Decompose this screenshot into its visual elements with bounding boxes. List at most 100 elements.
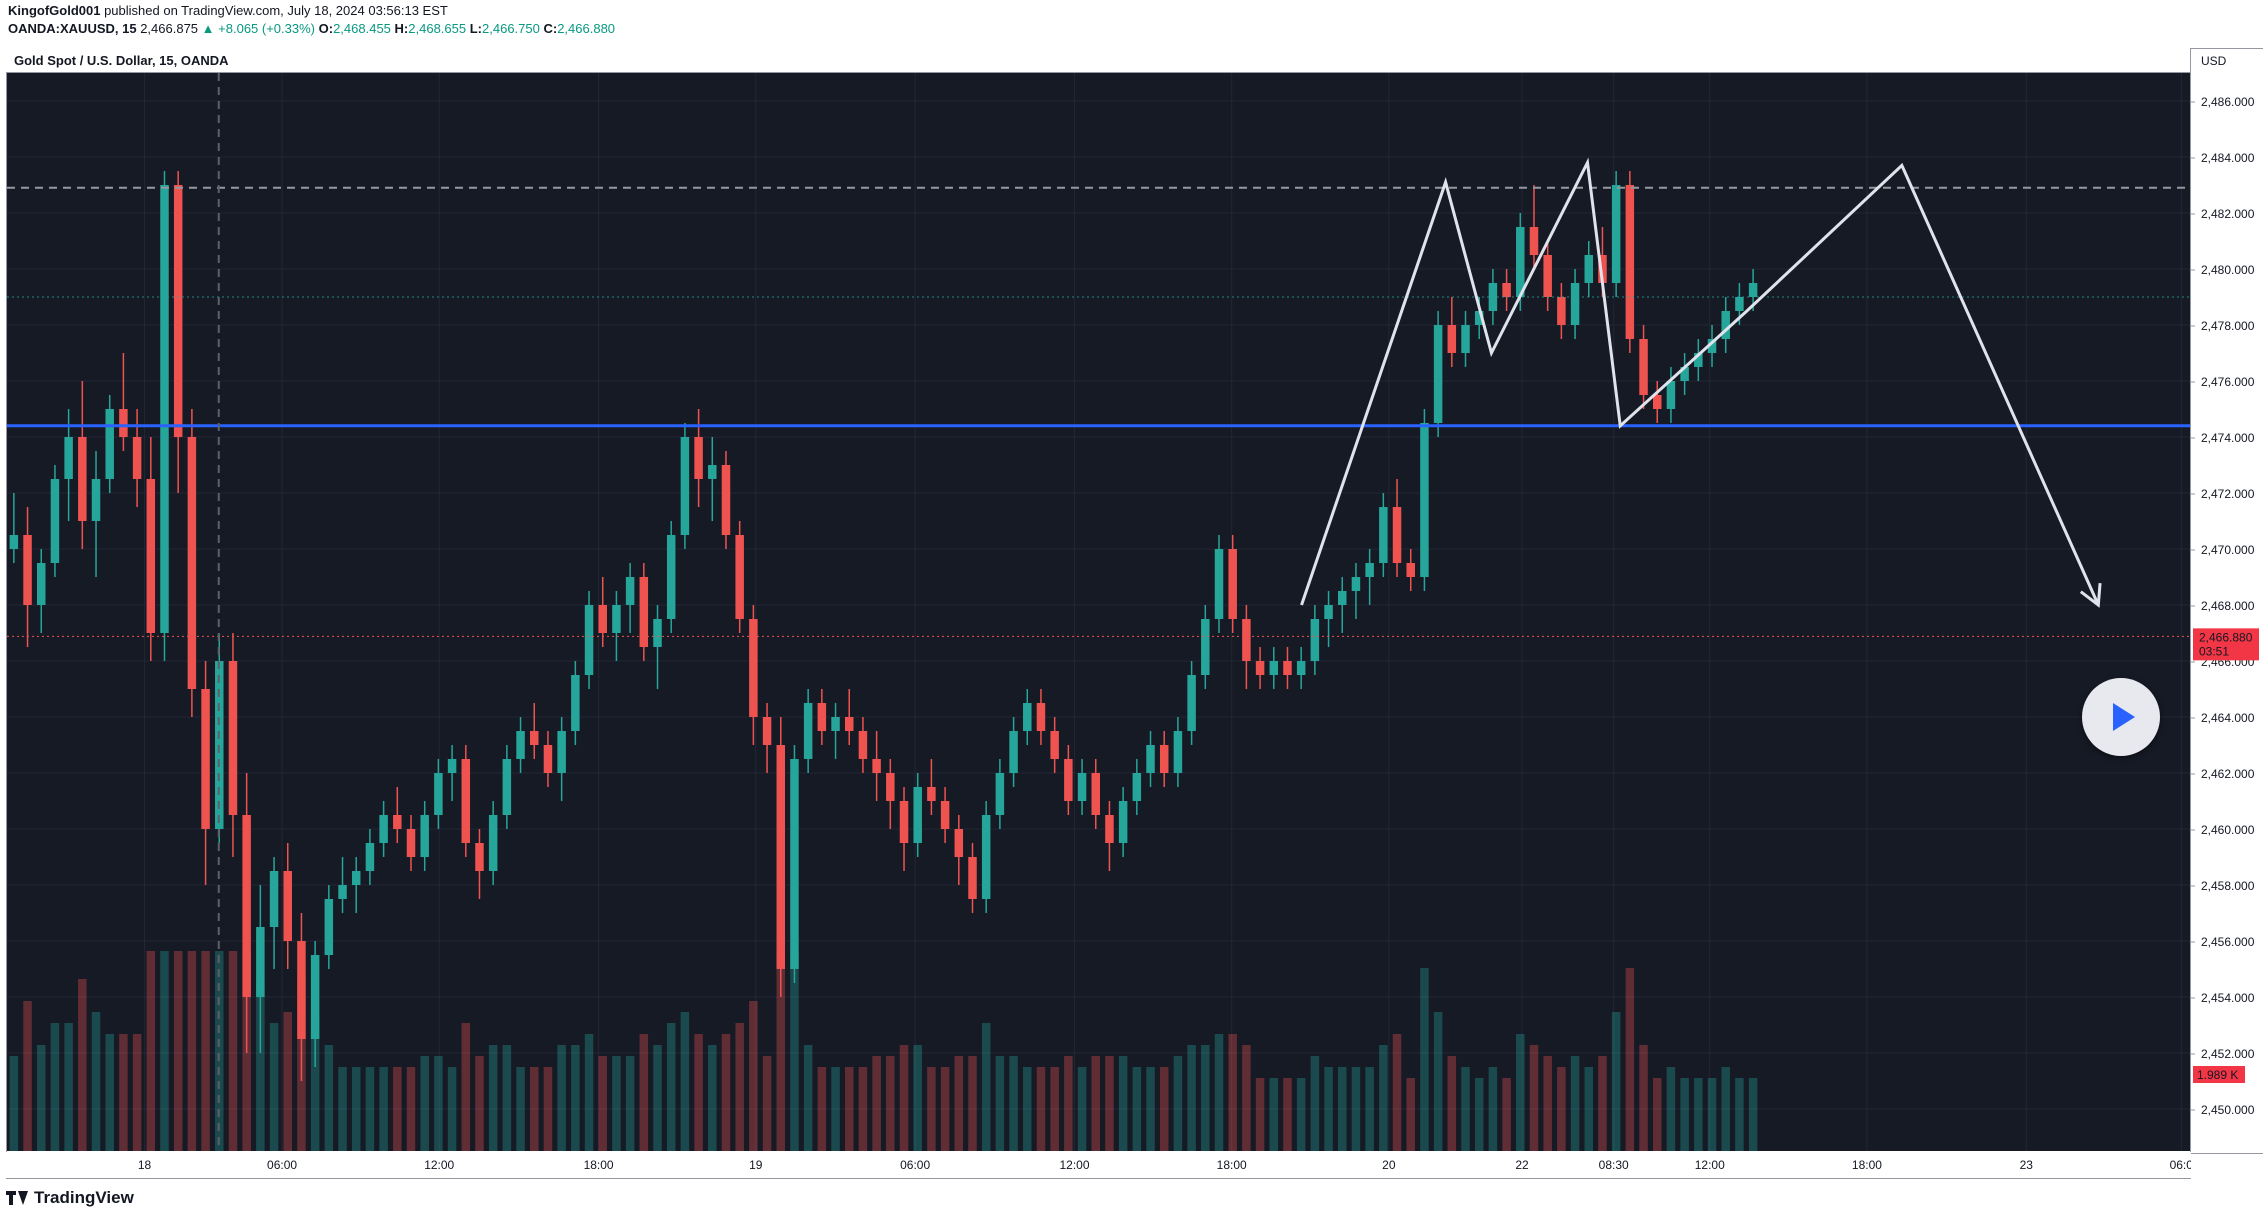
candle: [735, 535, 744, 619]
candle: [721, 465, 731, 535]
candle: [201, 689, 210, 829]
volume-bar: [639, 1034, 649, 1151]
volume-bar: [324, 1045, 334, 1151]
plot-area[interactable]: [7, 73, 2190, 1151]
volume-bar: [981, 1023, 991, 1151]
volume-bar: [1173, 1056, 1183, 1151]
time-tick-label: 18: [138, 1158, 152, 1172]
volume-bar: [119, 1034, 128, 1151]
volume-badge: [2193, 1066, 2245, 1083]
price-axis[interactable]: USD 2,486.000 2,484.000 2,482.000 2,480.000 2…: [2191, 49, 2263, 1153]
candle: [639, 577, 649, 647]
open-label: O:: [318, 21, 334, 36]
volume-bar: [612, 1056, 621, 1151]
candle: [1598, 255, 1607, 283]
candle: [365, 843, 375, 871]
volume-bar: [1652, 1078, 1662, 1151]
candle: [420, 815, 429, 857]
volume-bar: [1392, 1034, 1402, 1151]
price-tick-label: 2,476.000: [2201, 375, 2255, 389]
volume-bar: [1447, 1056, 1457, 1151]
pane-symbol-title[interactable]: Gold Spot / U.S. Dollar, 15, OANDA: [14, 53, 229, 68]
volume-bar: [817, 1067, 827, 1151]
volume-bar: [132, 1034, 142, 1151]
volume-bar: [995, 1056, 1005, 1151]
play-button[interactable]: [2082, 678, 2160, 756]
candle: [105, 409, 114, 479]
time-axis[interactable]: 18 06:00 12:00 18:00 19 06:00 12:00 18:00 20 22 08…: [6, 1152, 2193, 1178]
volume-bar: [1365, 1067, 1374, 1151]
volume-bar: [1433, 1012, 1443, 1151]
volume-bar: [1214, 1034, 1224, 1151]
price-tick-label: 2,456.000: [2201, 935, 2255, 949]
candle: [954, 829, 964, 857]
candle: [1447, 325, 1457, 353]
candle: [1050, 731, 1059, 759]
time-tick-label: 20: [1382, 1158, 1396, 1172]
volume-bar: [9, 1056, 19, 1151]
volume-bar: [1598, 1056, 1607, 1151]
candle: [1748, 283, 1758, 297]
candle: [1694, 353, 1703, 367]
brand-name: TradingView: [34, 1188, 134, 1207]
candle: [1666, 381, 1676, 409]
volume-bar: [1516, 1034, 1525, 1151]
volume-bar: [1529, 1045, 1539, 1151]
volume-bar: [1324, 1067, 1333, 1151]
candle: [1379, 507, 1388, 563]
volume-bar: [1584, 1067, 1594, 1151]
candle: [1269, 661, 1279, 675]
candle: [927, 787, 936, 801]
candle: [1625, 185, 1635, 339]
volume-bar: [1502, 1078, 1511, 1151]
price-tick-label: 2,486.000: [2201, 95, 2255, 109]
volume-bar: [680, 1012, 690, 1151]
candle: [913, 787, 922, 843]
candle: [1707, 339, 1717, 353]
candle: [1461, 325, 1470, 353]
price-scale[interactable]: USD 2,486.000 2,484.000 2,482.000 2,480.000 2…: [2190, 48, 2263, 1154]
candle: [1009, 731, 1018, 773]
price-tick-label: 2,462.000: [2201, 767, 2255, 781]
candle: [502, 759, 512, 815]
candle: [1502, 283, 1511, 297]
volume-bar: [1146, 1067, 1155, 1151]
volume-bar: [776, 951, 786, 1151]
volume-bar: [36, 1045, 46, 1151]
volume-bar: [1666, 1067, 1676, 1151]
time-tick-label: 23: [2020, 1158, 2034, 1172]
volume-bar: [447, 1067, 457, 1151]
low-label: L:: [469, 21, 483, 36]
author-name[interactable]: KingofGold001: [8, 3, 101, 18]
candlestick-chart[interactable]: [7, 73, 2190, 1151]
candle: [434, 773, 443, 815]
price-tick-label: 2,478.000: [2201, 319, 2255, 333]
volume-bar: [1735, 1078, 1744, 1151]
current-price-badge: [2193, 628, 2259, 661]
candle: [1091, 773, 1100, 815]
price-change: ▲ +8.065 (+0.33%): [201, 21, 315, 36]
volume-bar: [598, 1056, 607, 1151]
candle: [379, 815, 388, 843]
volume-bar: [762, 1056, 772, 1151]
volume-bar: [310, 1012, 320, 1151]
current-price-label: 2,466.880: [2199, 630, 2253, 644]
candle: [557, 731, 566, 773]
tradingview-logo[interactable]: TradingView: [6, 1188, 134, 1208]
candle: [790, 759, 799, 969]
candle: [981, 815, 991, 899]
volume-bar: [1557, 1067, 1566, 1151]
last-price: 2,466.875: [140, 21, 199, 36]
time-tick-label: 06:00: [900, 1158, 930, 1172]
candle: [1543, 255, 1552, 297]
candle: [1173, 731, 1183, 773]
volume-bar: [666, 1023, 676, 1151]
price-tick-label: 2,450.000: [2201, 1103, 2255, 1117]
volume-bar: [1694, 1078, 1703, 1151]
volume-bar: [1351, 1067, 1361, 1151]
candle: [1516, 227, 1525, 297]
volume-bar: [913, 1045, 922, 1151]
candle: [968, 857, 977, 899]
time-scale[interactable]: 18 06:00 12:00 18:00 19 06:00 12:00 18:00 20 22 08…: [6, 1152, 2193, 1179]
candle: [447, 759, 457, 773]
